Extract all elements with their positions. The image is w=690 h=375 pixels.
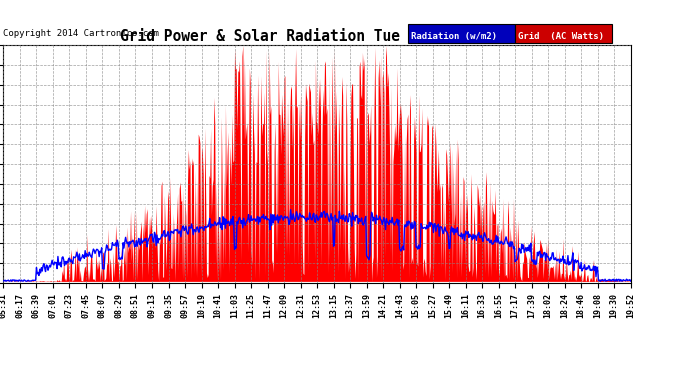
Text: Copyright 2014 Cartronics.com: Copyright 2014 Cartronics.com: [3, 29, 159, 38]
Text: Grid  (AC Watts): Grid (AC Watts): [518, 32, 604, 40]
Title: Grid Power & Solar Radiation Tue May 20 20:10: Grid Power & Solar Radiation Tue May 20 …: [120, 28, 514, 44]
Text: Radiation (w/m2): Radiation (w/m2): [411, 32, 497, 40]
